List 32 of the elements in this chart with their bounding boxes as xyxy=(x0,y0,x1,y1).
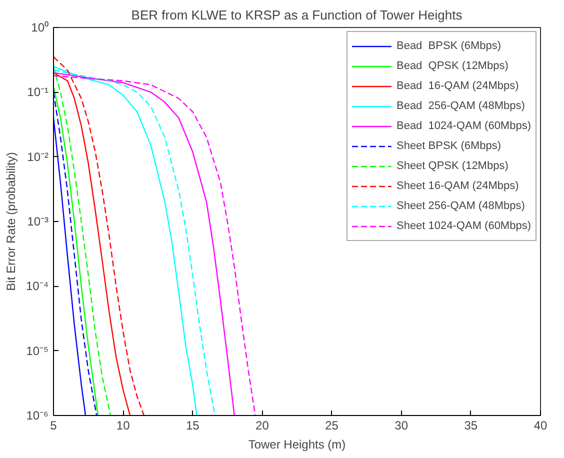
legend-label: Bead 256-QAM (48Mbps) xyxy=(396,100,525,112)
line-series xyxy=(54,72,131,416)
legend-label: Sheet 16-QAM (24Mbps) xyxy=(396,180,519,192)
x-tick-label: 30 xyxy=(394,418,408,432)
x-tick-label: 5 xyxy=(50,418,58,432)
y-tick-label: 10⁻⁵ xyxy=(26,344,49,358)
legend-label: Sheet QPSK (12Mbps) xyxy=(396,160,508,172)
x-tick-label: 25 xyxy=(325,418,339,432)
legend-label: Bead 16-QAM (24Mbps) xyxy=(396,80,519,92)
legend-label: Bead QPSK (12Mbps) xyxy=(396,60,508,72)
x-tick-label: 15 xyxy=(186,418,200,432)
line-series xyxy=(54,56,145,416)
chart-title: BER from KLWE to KRSP as a Function of Tower Heights xyxy=(131,8,463,22)
y-tick-label: 10⁻¹ xyxy=(27,85,49,100)
legend-label: Bead 1024-QAM (60Mbps) xyxy=(396,120,531,132)
y-tick-label: 10⁰ xyxy=(31,20,49,34)
y-tick-label: 10⁻⁴ xyxy=(26,279,49,294)
legend-label: Sheet 256-QAM (48Mbps) xyxy=(396,200,525,212)
x-tick-label: 20 xyxy=(256,418,270,432)
x-axis-title: Tower Heights (m) xyxy=(248,438,346,452)
x-tick-label: 35 xyxy=(464,418,478,432)
x-tick-label: 40 xyxy=(534,418,548,432)
legend-label: Bead BPSK (6Mbps) xyxy=(396,40,502,52)
legend-label: Sheet BPSK (6Mbps) xyxy=(396,140,502,152)
legend-label: Sheet 1024-QAM (60Mbps) xyxy=(396,220,531,232)
line-series xyxy=(54,117,86,416)
line-series xyxy=(54,66,112,416)
y-tick-label: 10⁻³ xyxy=(27,214,49,228)
y-axis-title: Bit Error Rate (probability) xyxy=(4,152,18,291)
x-tick-label: 10 xyxy=(116,418,130,432)
y-tick-label: 10⁻⁶ xyxy=(26,408,49,422)
y-tick-label: 10⁻² xyxy=(27,150,49,164)
